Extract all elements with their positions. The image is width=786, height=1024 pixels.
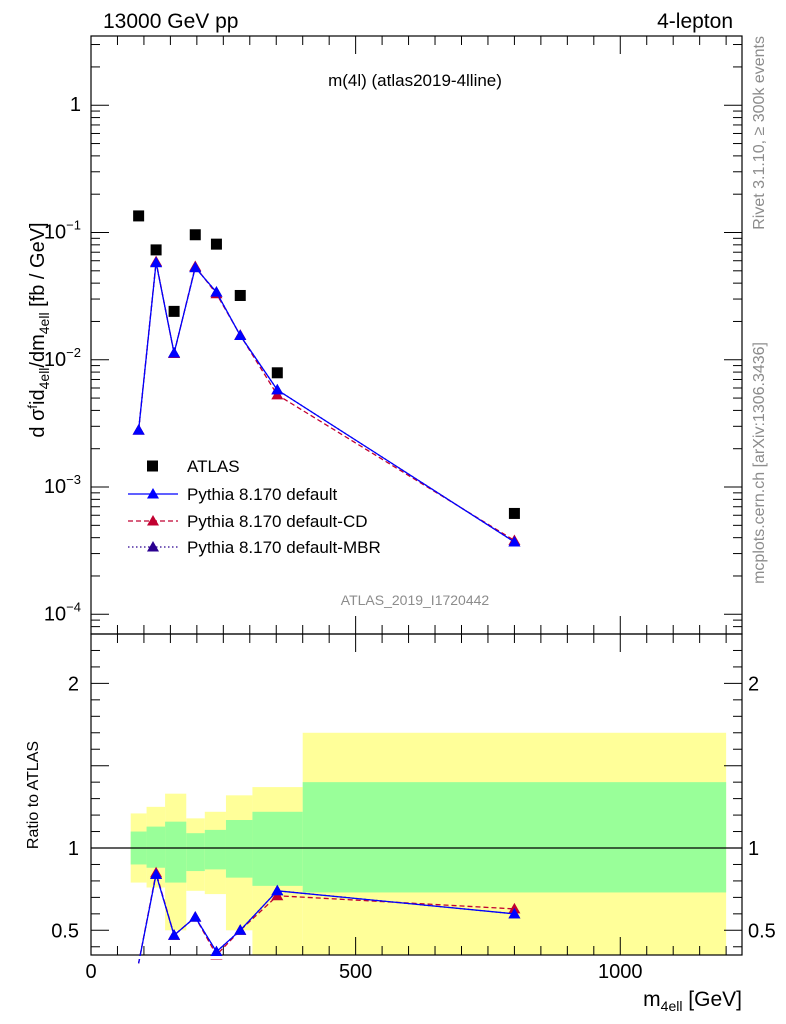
mcplots-site-label: mcplots.cern.ch [arXiv:1306.3436] bbox=[751, 342, 768, 584]
stat-uncertainty-band bbox=[204, 829, 226, 870]
legend-marker bbox=[147, 488, 159, 499]
stat-uncertainty-band bbox=[186, 833, 205, 872]
x-tick-label: 1000 bbox=[598, 961, 643, 983]
main-plot-panel: 10−4 10−3 10−2 10−1 1 bbox=[44, 35, 743, 635]
main-y-axis-title: d σfid4ell/dm4ell [fb / GeV] bbox=[25, 222, 52, 437]
series-marker bbox=[508, 535, 521, 547]
energy-label: 13000 GeV pp bbox=[103, 10, 238, 33]
main-plot-title: m(4l) (atlas2019-4lline) bbox=[328, 71, 502, 90]
ratio-series-marker bbox=[168, 929, 181, 940]
stat-uncertainty-band bbox=[252, 811, 303, 886]
ratio-y-tick-label: 2 bbox=[68, 673, 79, 695]
x-tick-label: 500 bbox=[339, 961, 372, 983]
legend-label: ATLAS bbox=[187, 457, 240, 476]
legend: ATLAS Pythia 8.170 default Pythia 8.170 de… bbox=[128, 457, 381, 557]
series-marker bbox=[210, 286, 223, 297]
analysis-watermark: ATLAS_2019_I1720442 bbox=[341, 592, 490, 608]
series-marker bbox=[189, 261, 202, 273]
process-label: 4-lepton bbox=[657, 10, 733, 33]
legend-marker bbox=[147, 460, 158, 472]
series-marker bbox=[150, 256, 163, 268]
series-marker bbox=[271, 383, 284, 395]
data-point bbox=[210, 238, 222, 250]
ratio-y-axis-title: Ratio to ATLAS bbox=[25, 741, 42, 849]
ratio-plot-panel: 0 500 1000 0.5 0.5 1 1 2 2 bbox=[51, 633, 776, 983]
legend-label: Pythia 8.170 default-MBR bbox=[187, 538, 381, 557]
ratio-y-tick-label-right: 1 bbox=[748, 838, 759, 860]
ratio-series-line bbox=[137, 874, 515, 964]
y-tick-label: 10−3 bbox=[44, 472, 81, 498]
data-point bbox=[271, 367, 283, 379]
y-tick-label: 10−4 bbox=[44, 599, 81, 625]
stat-uncertainty-band bbox=[302, 782, 727, 893]
ratio-series-marker bbox=[271, 884, 284, 896]
data-point bbox=[508, 507, 520, 519]
series-line bbox=[137, 262, 515, 543]
ratio-y-tick-label-right: 2 bbox=[748, 673, 759, 695]
legend-label: Pythia 8.170 default bbox=[187, 485, 338, 504]
data-point bbox=[168, 305, 180, 317]
stat-uncertainty-band bbox=[225, 820, 253, 878]
ratio-series-marker bbox=[189, 911, 202, 922]
ratio-y-tick-label-right: 0.5 bbox=[748, 920, 776, 942]
ratio-series-marker bbox=[508, 907, 521, 919]
ratio-y-tick-label: 1 bbox=[68, 838, 79, 860]
legend-marker bbox=[147, 515, 159, 526]
ratio-series-line bbox=[137, 872, 515, 964]
series-marker bbox=[132, 424, 145, 435]
series-marker bbox=[234, 329, 247, 341]
ratio-series-marker bbox=[234, 924, 247, 935]
y-tick-label: 10−2 bbox=[44, 345, 81, 371]
ratio-series-marker bbox=[210, 945, 223, 957]
series-marker bbox=[168, 347, 181, 358]
y-tick-label: 10−1 bbox=[44, 218, 81, 244]
data-point bbox=[189, 229, 201, 241]
rivet-version-label: Rivet 3.1.10, ≥ 300k events bbox=[751, 36, 768, 230]
stat-uncertainty-band bbox=[146, 826, 166, 868]
ratio-frame bbox=[90, 633, 743, 956]
legend-label: Pythia 8.170 default-CD bbox=[187, 512, 368, 531]
x-axis-title: m4ell [GeV] bbox=[643, 988, 742, 1014]
stat-uncertainty-band bbox=[165, 821, 187, 883]
legend-marker bbox=[147, 541, 159, 552]
y-tick-label: 1 bbox=[70, 94, 81, 116]
data-point bbox=[133, 210, 145, 222]
data-point bbox=[234, 289, 246, 301]
ratio-series-marker bbox=[150, 868, 163, 879]
ratio-y-tick-label: 0.5 bbox=[51, 920, 79, 942]
clip-mask bbox=[89, 956, 744, 959]
data-point bbox=[150, 244, 162, 256]
x-tick-label: 0 bbox=[85, 961, 96, 983]
